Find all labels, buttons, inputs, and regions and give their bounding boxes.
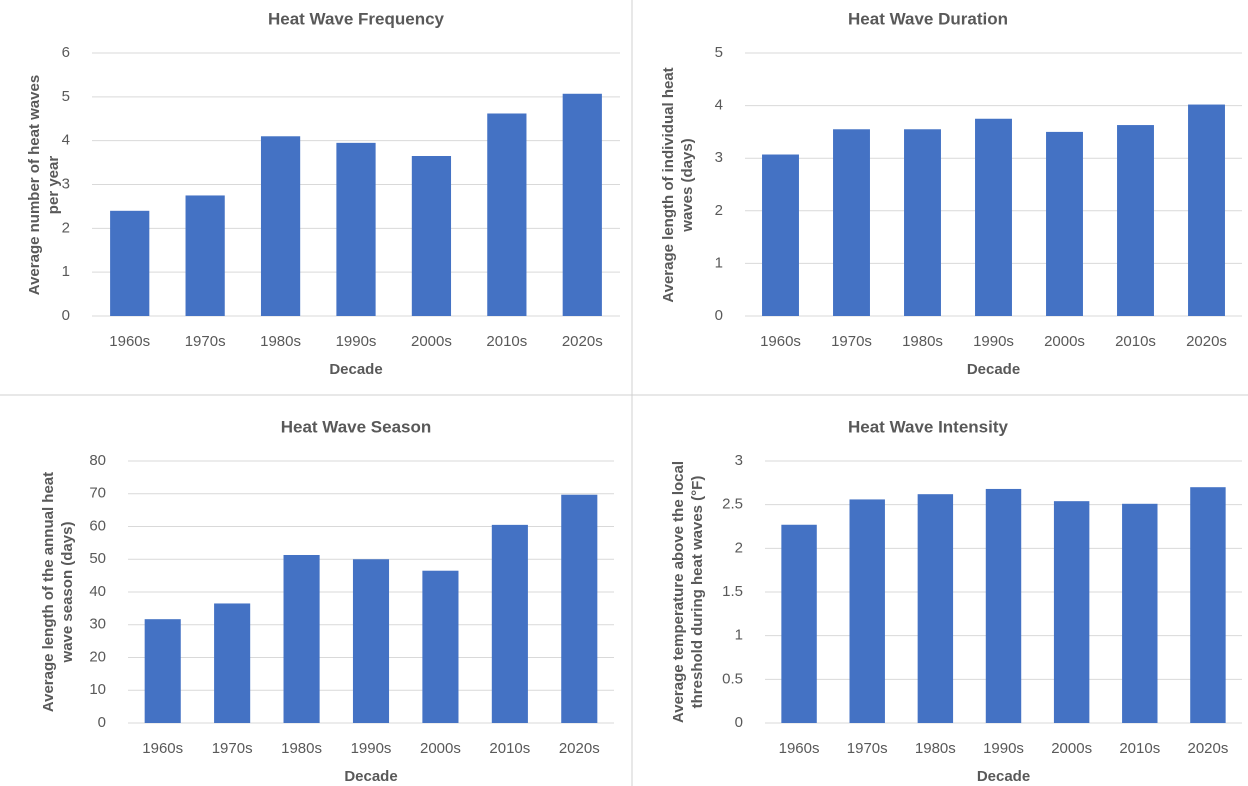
bar: [833, 129, 870, 316]
x-tick-label: 1960s: [760, 333, 801, 350]
y-tick-label: 70: [89, 485, 106, 502]
x-tick-label: 2020s: [559, 740, 600, 757]
x-tick-label: 1980s: [281, 740, 322, 757]
bar: [283, 554, 320, 723]
bar: [110, 210, 150, 316]
x-tick-label: 2000s: [411, 333, 452, 350]
x-tick-label: 1960s: [779, 740, 820, 757]
y-tick-label: 4: [62, 132, 70, 149]
x-tick-label: 2020s: [1186, 333, 1227, 350]
bar: [487, 113, 527, 317]
x-tick-label: 2000s: [1044, 333, 1085, 350]
x-axis-title: Decade: [344, 768, 397, 785]
bar: [185, 195, 225, 316]
bar: [1046, 131, 1083, 316]
y-axis-title: Average number of heat waves per year: [26, 74, 62, 295]
bar: [214, 603, 251, 723]
bar: [144, 619, 181, 723]
x-tick-label: 1970s: [185, 333, 226, 350]
bar: [762, 154, 799, 316]
x-axis-title: Decade: [329, 361, 382, 378]
bar: [1190, 487, 1226, 723]
y-tick-label: 20: [89, 648, 106, 665]
y-tick-label: 2: [735, 539, 743, 556]
chart-title: Heat Wave Frequency: [268, 9, 445, 28]
x-tick-label: 2010s: [1115, 333, 1156, 350]
bar: [1053, 501, 1090, 723]
y-tick-label: 0: [715, 307, 723, 324]
bar: [975, 118, 1012, 316]
x-tick-label: 1980s: [260, 333, 301, 350]
bar: [336, 142, 376, 316]
x-tick-label: 1990s: [336, 333, 377, 350]
x-tick-label: 2000s: [1051, 740, 1092, 757]
x-tick-label: 2020s: [1187, 740, 1228, 757]
x-tick-label: 1990s: [983, 740, 1024, 757]
y-tick-label: 2.5: [722, 496, 743, 513]
x-tick-label: 2010s: [489, 740, 530, 757]
y-tick-label: 0: [98, 714, 106, 731]
y-tick-label: 3: [735, 452, 743, 469]
y-tick-label: 0.5: [722, 670, 743, 687]
y-tick-label: 2: [715, 202, 723, 219]
bar: [849, 499, 885, 723]
bar: [422, 570, 459, 723]
x-tick-label: 1990s: [351, 740, 392, 757]
x-tick-label: 1990s: [973, 333, 1014, 350]
y-tick-label: 0: [735, 714, 743, 731]
bar: [561, 494, 598, 723]
x-tick-label: 1970s: [831, 333, 872, 350]
bar: [562, 93, 602, 316]
bar: [781, 524, 817, 723]
x-tick-label: 1970s: [847, 740, 888, 757]
x-tick-label: 2020s: [562, 333, 603, 350]
bar: [1122, 503, 1158, 723]
x-tick-label: 1960s: [142, 740, 183, 757]
y-tick-label: 30: [89, 616, 106, 633]
x-tick-label: 1960s: [109, 333, 150, 350]
y-tick-label: 1: [735, 627, 743, 644]
bar: [985, 488, 1022, 723]
bar: [917, 494, 954, 723]
y-tick-label: 3: [715, 149, 723, 166]
y-axis-title: Average length of individual heat waves …: [660, 66, 696, 303]
bar: [260, 136, 301, 316]
x-tick-label: 1980s: [915, 740, 956, 757]
y-tick-label: 5: [62, 88, 70, 105]
y-tick-label: 60: [89, 517, 106, 534]
y-tick-label: 1: [62, 263, 70, 280]
x-axis-title: Decade: [967, 361, 1020, 378]
chart-title: Heat Wave Intensity: [848, 417, 1009, 436]
x-axis-title: Decade: [977, 768, 1030, 785]
bar: [352, 559, 390, 723]
y-tick-label: 3: [62, 175, 70, 192]
y-tick-label: 4: [715, 97, 723, 114]
bar: [491, 524, 528, 723]
bar: [904, 129, 941, 316]
bar: [411, 156, 452, 316]
y-tick-label: 40: [89, 583, 106, 600]
x-tick-label: 2010s: [1119, 740, 1160, 757]
x-tick-label: 1980s: [902, 333, 943, 350]
y-axis-title: Average temperature above the local thre…: [670, 460, 706, 724]
y-tick-label: 1.5: [722, 583, 743, 600]
x-tick-label: 1970s: [212, 740, 253, 757]
y-tick-label: 6: [62, 44, 70, 61]
y-tick-label: 1: [715, 254, 723, 271]
y-tick-label: 10: [89, 681, 106, 698]
bar: [1117, 125, 1154, 316]
y-tick-label: 50: [89, 550, 106, 567]
x-tick-label: 2000s: [420, 740, 461, 757]
y-tick-label: 5: [715, 44, 723, 61]
bar: [1188, 104, 1225, 316]
y-axis-title: Average length of the annual heat wave s…: [40, 471, 76, 713]
y-tick-label: 0: [62, 307, 70, 324]
chart-title: Heat Wave Duration: [848, 9, 1008, 28]
chart-title: Heat Wave Season: [281, 417, 432, 436]
x-tick-label: 2010s: [486, 333, 527, 350]
y-tick-label: 80: [89, 452, 106, 469]
y-tick-label: 2: [62, 219, 70, 236]
